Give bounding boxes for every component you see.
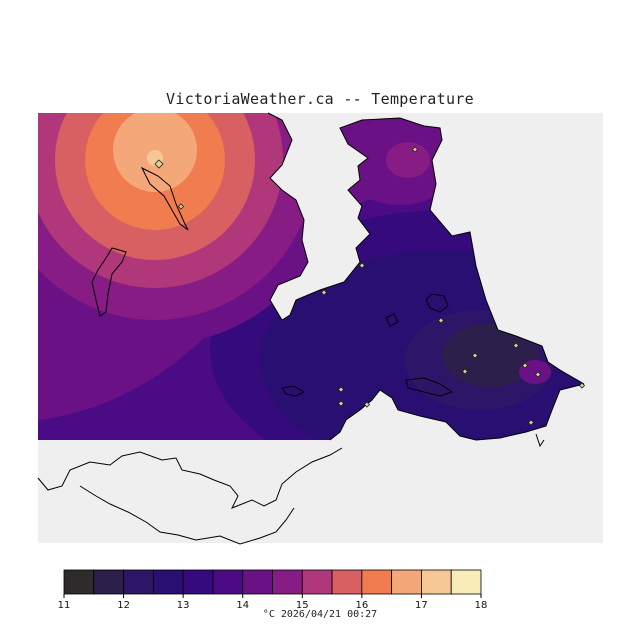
colorbar-bin [421, 569, 452, 595]
colorbar-bin [272, 569, 303, 595]
station-marker[interactable] [358, 262, 366, 269]
colorbar-bin [63, 569, 95, 595]
lake-c [385, 313, 399, 327]
station-marker[interactable] [437, 317, 445, 324]
colorbar-bin [212, 569, 244, 595]
unit-timestamp-label: °C 2026/04/21 00:27 [262, 609, 378, 620]
station-marker[interactable] [411, 146, 419, 153]
small-lake [425, 293, 449, 313]
coastline-layer [37, 112, 585, 545]
station-marker[interactable] [527, 419, 535, 426]
station-markers [154, 146, 586, 426]
colorbar-tick-label: 17 [415, 600, 428, 611]
island-coast [329, 383, 585, 441]
colorbar-bins [63, 569, 482, 595]
colorbar-bin [182, 569, 214, 595]
colorbar-bin [391, 569, 422, 595]
station-marker[interactable] [337, 400, 345, 407]
mainland-coast [267, 112, 585, 385]
colorbar-ticks: 11 12 13 14 15 16 17 18 [58, 594, 488, 611]
inlet-outline [140, 166, 189, 231]
station-marker[interactable] [534, 371, 542, 378]
colorbar-tick-label: 11 [58, 600, 71, 611]
colorbar-bin [93, 569, 124, 595]
peninsula-coast [535, 433, 545, 448]
station-marker[interactable] [578, 382, 586, 389]
station-marker[interactable] [461, 368, 469, 375]
south-coast-b [79, 485, 295, 545]
island-b [405, 377, 454, 397]
colorbar-bin [301, 569, 333, 595]
map-title: VictoriaWeather.ca -- Temperature [166, 90, 474, 108]
colorbar-tick-label: 16 [355, 600, 368, 611]
station-marker[interactable] [177, 203, 185, 210]
station-marker[interactable] [471, 352, 479, 359]
south-landmass-coast [37, 447, 343, 509]
station-marker[interactable] [320, 289, 328, 296]
colorbar-tick-label: 18 [475, 600, 488, 611]
small-island [281, 385, 306, 397]
lake-outline [91, 247, 127, 317]
station-marker[interactable] [521, 362, 529, 369]
colorbar-tick-label: 13 [177, 600, 190, 611]
colorbar-bin [123, 569, 154, 595]
colorbar-bin [450, 569, 482, 595]
colorbar-tick-label: 12 [117, 600, 130, 611]
colorbar-bin [242, 569, 273, 595]
colorbar-bin [331, 569, 363, 595]
station-marker[interactable] [363, 401, 371, 408]
colorbar-tick-label: 14 [236, 600, 249, 611]
colorbar-tick-label: 15 [296, 600, 309, 611]
colorbar-bin [152, 569, 184, 595]
colorbar-bin [361, 569, 393, 595]
station-marker[interactable] [512, 342, 520, 349]
station-marker[interactable] [337, 386, 345, 393]
station-marker[interactable] [154, 159, 164, 169]
